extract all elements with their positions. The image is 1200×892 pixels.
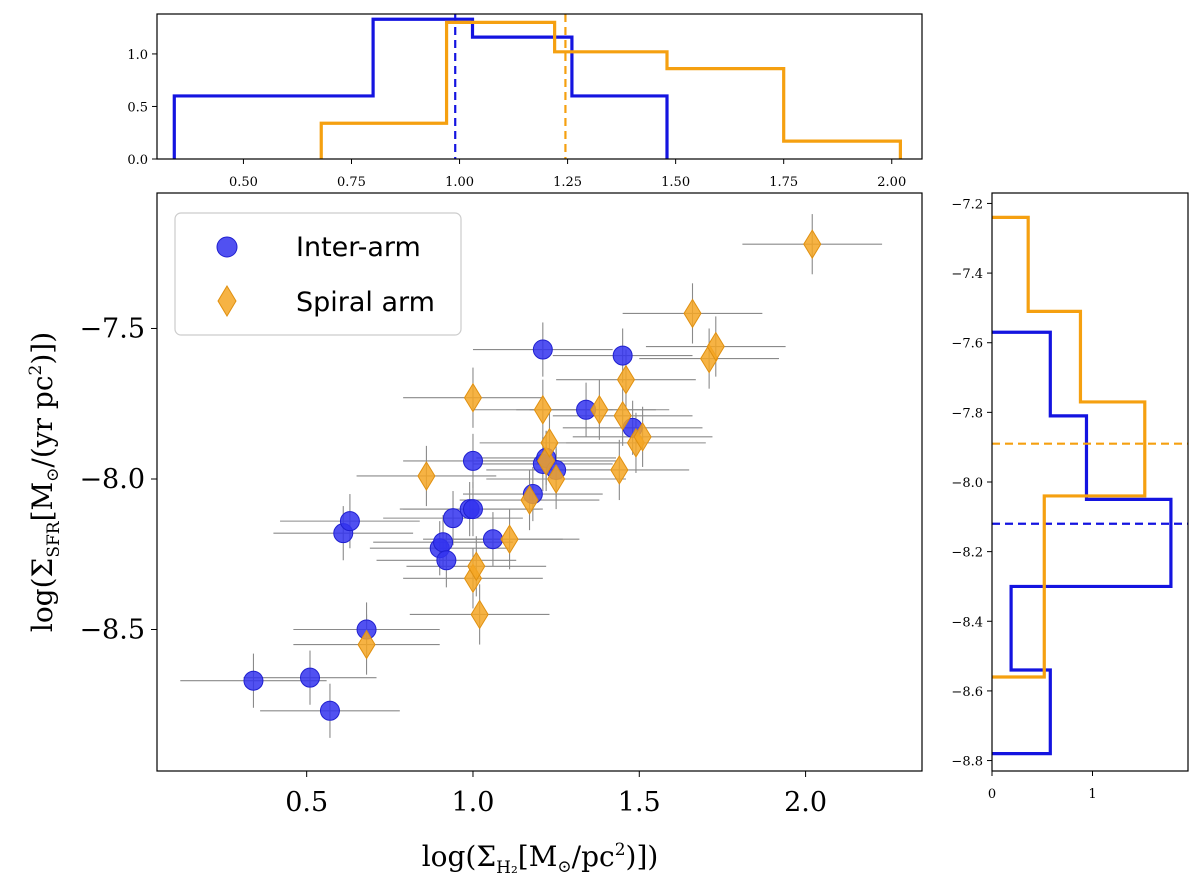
right-ytick-label-8: −8.8 bbox=[951, 755, 983, 770]
legend-box bbox=[174, 212, 462, 336]
spiral-arm-point-7 bbox=[520, 485, 539, 516]
inter-arm-top-histogram-step bbox=[172, 17, 669, 159]
top-xtick-label-2: 1.00 bbox=[445, 175, 474, 190]
top-ytick-label-1: 0.5 bbox=[127, 100, 148, 115]
legend-label-spiral-arm: Spiral arm bbox=[296, 287, 435, 318]
spiral-arm-point-15 bbox=[616, 364, 636, 395]
main-frame bbox=[156, 192, 923, 772]
main-ytick-label-1: −8.0 bbox=[79, 464, 145, 495]
right-ytick-label-3: −7.8 bbox=[951, 406, 983, 421]
legend-marker-inter-arm bbox=[216, 236, 238, 258]
inter-arm-point-1 bbox=[300, 667, 320, 688]
spiral-arm-right-histogram-step bbox=[992, 215, 1147, 679]
spiral-arm-point-14 bbox=[613, 400, 632, 431]
right-histogram: −7.2 −7.4 −7.6 −7.8 −8.0 −8.2 −8.4 −8.6 −8.8 0 1 bbox=[951, 192, 1189, 802]
inter-arm-point-8 bbox=[436, 550, 457, 571]
top-ytick-label-0: 0.0 bbox=[127, 153, 148, 168]
inter-arm-point-20 bbox=[612, 345, 633, 366]
top-ytick-label-2: 1.0 bbox=[127, 48, 148, 63]
right-histogram-frame bbox=[991, 192, 1189, 772]
right-ytick-label-1: −7.4 bbox=[951, 267, 983, 282]
main-ytick-label-2: −8.5 bbox=[79, 615, 145, 646]
inter-arm-point-9 bbox=[443, 508, 464, 529]
spiral-arm-point-17 bbox=[633, 421, 652, 452]
top-histogram: 0.50 0.75 1.00 1.25 1.50 1.75 2.00 0.0 0.5 1.0 bbox=[127, 13, 923, 190]
right-xtick-label-1: 1 bbox=[1088, 787, 1096, 802]
spiral-arm-point-13 bbox=[610, 454, 629, 485]
right-xtick-label-0: 0 bbox=[988, 787, 996, 802]
inter-arm-right-histogram-step bbox=[992, 330, 1173, 756]
spiral-arm-point-21 bbox=[803, 229, 822, 260]
main-ytick-label-0: −7.5 bbox=[79, 313, 145, 344]
inter-arm-point-13 bbox=[482, 529, 503, 550]
legend: Inter-arm Spiral arm bbox=[174, 212, 462, 336]
y-axis-label: log(ΣSFR[M⊙/(yr pc2)]) bbox=[26, 332, 64, 632]
right-ytick-label-7: −8.6 bbox=[951, 685, 983, 700]
spiral-arm-point-5 bbox=[470, 599, 489, 630]
spiral-arm-point-18 bbox=[683, 298, 702, 329]
spiral-arm-point-6 bbox=[500, 524, 519, 555]
inter-arm-point-11 bbox=[462, 499, 483, 520]
right-ytick-label-6: −8.4 bbox=[951, 615, 983, 630]
spiral-arm-point-4 bbox=[467, 551, 486, 582]
top-xtick-label-1: 0.75 bbox=[337, 175, 366, 190]
x-axis-label: log(ΣH₂[M⊙/pc2)]) bbox=[422, 840, 659, 878]
spiral-arm-point-10 bbox=[540, 427, 559, 458]
inter-arm-point-0 bbox=[243, 670, 264, 691]
spiral-arm-point-11 bbox=[547, 464, 566, 494]
main-xtick-label-1: 1.0 bbox=[452, 787, 495, 818]
top-histogram-frame bbox=[156, 13, 923, 160]
legend-marker-spiral-arm bbox=[217, 285, 237, 317]
top-xtick-label-5: 1.75 bbox=[769, 175, 798, 190]
inter-arm-point-15 bbox=[532, 339, 553, 360]
right-ytick-label-0: −7.2 bbox=[951, 197, 983, 212]
spiral-arm-point-20 bbox=[706, 331, 725, 362]
inter-arm-point-2 bbox=[319, 700, 340, 721]
spiral-arm-point-8 bbox=[533, 394, 552, 425]
legend-label-inter-arm: Inter-arm bbox=[296, 232, 421, 263]
spiral-arm-point-2 bbox=[463, 382, 483, 413]
top-xtick-label-6: 2.00 bbox=[877, 175, 906, 190]
top-xtick-label-3: 1.25 bbox=[553, 175, 582, 190]
inter-arm-point-4 bbox=[339, 511, 360, 532]
spiral-arm-point-0 bbox=[357, 629, 376, 660]
main-xtick-label-3: 2.0 bbox=[784, 787, 827, 818]
inter-arm-point-12 bbox=[462, 450, 483, 471]
data-points bbox=[243, 229, 822, 721]
right-ytick-label-4: −8.0 bbox=[951, 476, 983, 491]
right-ytick-label-5: −8.2 bbox=[951, 546, 983, 561]
top-xtick-label-4: 1.50 bbox=[661, 175, 690, 190]
top-xtick-label-0: 0.50 bbox=[229, 175, 258, 190]
main-scatter: 0.5 1.0 1.5 2.0 −7.5 −8.0 −8.5 Inter-arm Spira… bbox=[26, 192, 923, 878]
right-ytick-label-2: −7.6 bbox=[951, 337, 983, 352]
spiral-arm-point-12 bbox=[590, 394, 609, 425]
inter-arm-point-7 bbox=[433, 532, 454, 553]
main-xtick-label-0: 0.5 bbox=[285, 787, 328, 818]
main-xtick-label-2: 1.5 bbox=[618, 787, 661, 818]
spiral-arm-point-1 bbox=[417, 461, 436, 491]
spiral-arm-top-histogram-step bbox=[319, 20, 902, 159]
